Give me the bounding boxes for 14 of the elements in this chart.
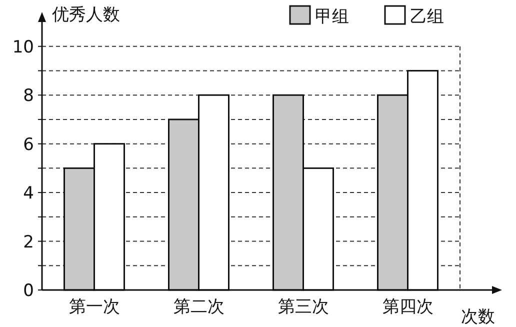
y-tick-label: 0 bbox=[23, 281, 34, 301]
y-tick-label: 2 bbox=[23, 232, 34, 252]
x-tick-label: 第二次 bbox=[173, 297, 224, 317]
y-tick-label: 6 bbox=[23, 134, 34, 155]
legend-label: 乙组 bbox=[410, 7, 444, 27]
x-axis-title: 次数 bbox=[461, 307, 495, 327]
y-tick-label: 4 bbox=[23, 184, 34, 204]
y-tick-label: 8 bbox=[23, 86, 34, 106]
x-tick-label: 第四次 bbox=[382, 297, 434, 317]
legend-label: 甲组 bbox=[315, 7, 349, 27]
y-axis-title: 优秀人数 bbox=[52, 5, 120, 25]
y-tick-label: 10 bbox=[12, 37, 34, 58]
x-tick-label: 第一次 bbox=[68, 297, 120, 317]
x-tick-label: 第三次 bbox=[278, 297, 329, 317]
